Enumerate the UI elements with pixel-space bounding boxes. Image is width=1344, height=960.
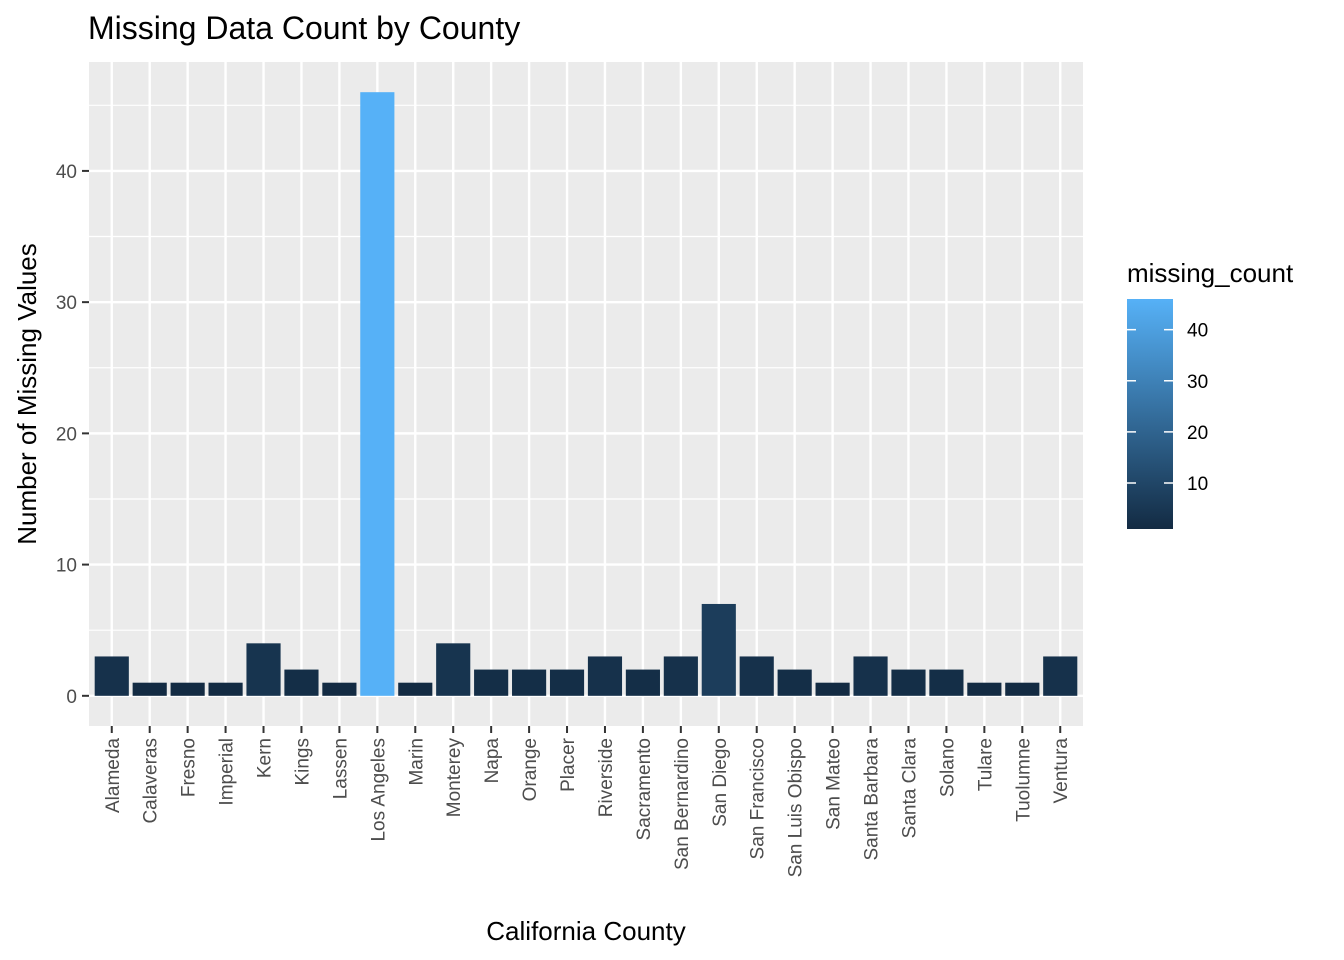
bar-orange xyxy=(512,669,547,696)
legend-title: missing_count xyxy=(1127,258,1294,288)
x-tick-label: San Francisco xyxy=(748,738,769,859)
bar-placer xyxy=(549,669,585,696)
x-tick-label: Napa xyxy=(482,738,503,784)
bar-san-luis-obispo xyxy=(777,669,812,696)
x-tick-label: San Diego xyxy=(710,738,731,827)
bar-napa xyxy=(474,669,509,696)
bar-ventura xyxy=(1043,656,1078,696)
x-tick-label: Santa Clara xyxy=(899,738,920,839)
bar-marin xyxy=(398,682,433,696)
chart-title: Missing Data Count by County xyxy=(88,10,520,46)
y-tick-label: 20 xyxy=(56,424,77,445)
bar-santa-barbara xyxy=(853,656,888,696)
bars xyxy=(94,92,1078,696)
bar-san-mateo xyxy=(815,682,850,696)
bar-lassen xyxy=(322,682,357,696)
x-tick-label: Tuolumne xyxy=(1013,738,1034,822)
minor-gridlines xyxy=(89,104,1083,631)
x-tick-label: Imperial xyxy=(217,738,238,806)
y-tick-label: 10 xyxy=(56,556,77,577)
x-tick-label: Monterey xyxy=(444,738,465,818)
x-tick-label: Kings xyxy=(292,738,313,786)
bar-san-diego xyxy=(701,603,736,696)
y-tick-label: 40 xyxy=(56,162,77,183)
legend-ticks: 10 20 30 40 xyxy=(1127,321,1208,495)
bar-kern xyxy=(246,643,281,696)
legend-tick-label: 30 xyxy=(1187,372,1208,393)
legend-tick-label: 20 xyxy=(1187,423,1208,444)
x-axis-title: California County xyxy=(486,916,685,946)
bar-kings xyxy=(284,669,319,696)
x-tick-label: Solano xyxy=(937,738,958,797)
x-tick-label: San Bernardino xyxy=(672,738,693,870)
bar-fresno xyxy=(170,682,205,696)
x-tick-label: Fresno xyxy=(179,738,200,797)
bar-san-francisco xyxy=(739,656,774,696)
x-axis: Alameda Calaveras Fresno Imperial Kern Kings L… xyxy=(103,726,1072,877)
x-tick-label: Marin xyxy=(406,738,427,786)
bar-sacramento xyxy=(625,669,660,696)
bar-imperial xyxy=(208,682,243,696)
legend-tick-label: 40 xyxy=(1187,321,1208,342)
bar-riverside xyxy=(587,656,623,696)
legend-colorbar xyxy=(1127,299,1173,529)
x-tick-label: Kern xyxy=(255,738,276,778)
y-axis-title: Number of Missing Values xyxy=(12,243,42,545)
x-tick-label: Alameda xyxy=(103,738,124,813)
legend-tick-label: 10 xyxy=(1187,474,1208,495)
bar-santa-clara xyxy=(891,669,926,696)
y-axis: 0 10 20 30 40 xyxy=(56,162,89,708)
y-tick-label: 30 xyxy=(56,293,77,314)
x-tick-label: Sacramento xyxy=(634,738,655,840)
x-tick-label: Tulare xyxy=(975,738,996,791)
x-tick-label: Orange xyxy=(520,738,541,801)
bar-alameda xyxy=(94,656,129,696)
x-tick-label: San Luis Obispo xyxy=(786,738,807,877)
x-tick-label: Calaveras xyxy=(141,738,162,824)
bar-monterey xyxy=(436,643,471,696)
x-tick-label: Los Angeles xyxy=(368,738,389,842)
color-legend: missing_count 10 20 30 40 xyxy=(1127,258,1294,529)
x-tick-label: Ventura xyxy=(1051,738,1072,804)
bar-san-bernardino xyxy=(663,656,698,696)
x-tick-label: Placer xyxy=(558,737,579,792)
bar-los-angeles xyxy=(360,92,395,696)
bar-solano xyxy=(929,669,964,696)
bar-tuolumne xyxy=(1005,682,1040,696)
bar-tulare xyxy=(967,682,1002,696)
y-tick-label: 0 xyxy=(66,687,77,708)
plot-panel xyxy=(89,62,1083,726)
bar-calaveras xyxy=(132,682,167,696)
x-tick-label: Riverside xyxy=(596,738,617,817)
x-tick-label: Lassen xyxy=(330,738,351,799)
x-tick-label: San Mateo xyxy=(824,738,845,830)
x-tick-label: Santa Barbara xyxy=(862,738,883,861)
